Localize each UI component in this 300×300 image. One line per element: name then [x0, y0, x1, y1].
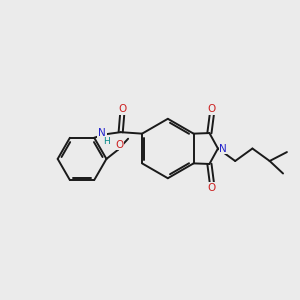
Text: O: O [118, 104, 126, 114]
Text: N: N [98, 128, 106, 138]
Text: N: N [219, 143, 227, 154]
Text: O: O [208, 183, 216, 193]
Text: O: O [208, 104, 216, 114]
Text: O: O [116, 140, 124, 150]
Text: H: H [103, 136, 110, 146]
